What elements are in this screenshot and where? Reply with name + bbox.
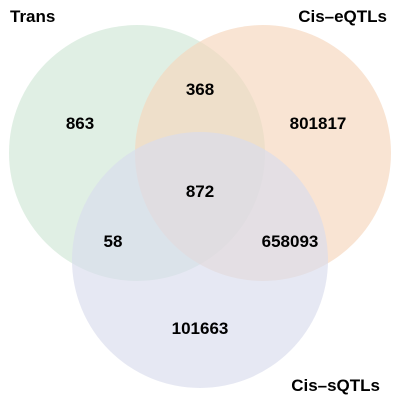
set-label-cis-eqtls: Cis–eQTLs: [298, 7, 387, 26]
set-label-trans: Trans: [10, 7, 55, 26]
set-circle-cis-sqtls: [72, 132, 328, 388]
count-all-three: 872: [186, 182, 214, 201]
count-trans-and-cis-sqtls: 58: [104, 232, 123, 251]
count-trans-and-cis-eqtls: 368: [186, 80, 214, 99]
count-cis-sqtls-only: 101663: [172, 319, 229, 338]
count-trans-only: 863: [66, 114, 94, 133]
count-cis-eqtls-only: 801817: [290, 114, 347, 133]
set-label-cis-sqtls: Cis–sQTLs: [291, 376, 380, 395]
count-cis-eqtls-and-cis-sqtls: 658093: [262, 232, 319, 251]
